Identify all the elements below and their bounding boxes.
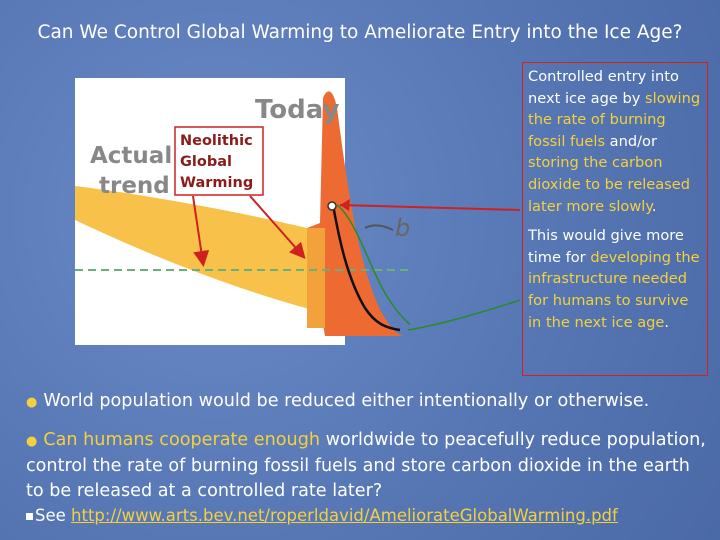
trend-label: trend bbox=[99, 173, 170, 199]
b-leader bbox=[364, 224, 394, 231]
note-text: . bbox=[651, 197, 657, 215]
actual-label: Actual bbox=[90, 143, 172, 169]
note-paragraph: Controlled entry into next ice age by sl… bbox=[528, 66, 702, 217]
note-text: This would give more time for bbox=[528, 227, 684, 266]
controlled-curve bbox=[331, 204, 401, 332]
bullet-text: World population would be reduced either… bbox=[43, 391, 650, 411]
neolithic-label: Warming bbox=[180, 175, 253, 191]
callout-line bbox=[407, 299, 521, 331]
point bbox=[327, 201, 337, 211]
orange-peak bbox=[307, 91, 403, 336]
b-label: b bbox=[395, 214, 410, 242]
note-highlight: slowing the rate of burning fossil fuels bbox=[528, 89, 701, 150]
bullet: ● World population would be reduced eithe… bbox=[26, 391, 650, 411]
diagram: Today Actual trend b Neolithic Global Wa… bbox=[75, 78, 410, 345]
bullet-highlight: Can humans cooperate enough bbox=[43, 430, 321, 450]
bullet-text: See bbox=[35, 506, 72, 525]
bullet-text: worldwide to peacefully reduce populatio… bbox=[26, 430, 706, 501]
note-box: Controlled entry into next ice age by sl… bbox=[522, 62, 708, 376]
note-text: and/or bbox=[605, 132, 657, 150]
note-text: Controlled entry into next ice age by bbox=[528, 68, 679, 107]
bullet: ● Can humans cooperate enough worldwide t… bbox=[26, 430, 706, 501]
link[interactable]: http://www.arts.bev.net/roperldavid/Amel… bbox=[71, 506, 618, 525]
bullet: See http://www.arts.bev.net/roperldavid/… bbox=[26, 503, 706, 528]
note-text: . bbox=[664, 313, 670, 331]
slide-title: Can We Control Global Warming to Amelior… bbox=[37, 22, 683, 43]
note-paragraph: This would give more time for developing… bbox=[528, 225, 702, 333]
orange-step bbox=[307, 228, 325, 328]
label-box bbox=[174, 126, 264, 196]
alt-curve bbox=[336, 204, 410, 326]
today-label: Today bbox=[255, 95, 340, 125]
arrow bbox=[192, 195, 210, 267]
neolithic-label: Global bbox=[180, 154, 232, 170]
note-highlight: storing the carbon dioxide to be release… bbox=[528, 154, 691, 215]
note-highlight: developing the infrastructure needed for… bbox=[528, 248, 700, 331]
neolithic-label: Neolithic bbox=[180, 133, 253, 149]
arrow bbox=[249, 195, 306, 259]
